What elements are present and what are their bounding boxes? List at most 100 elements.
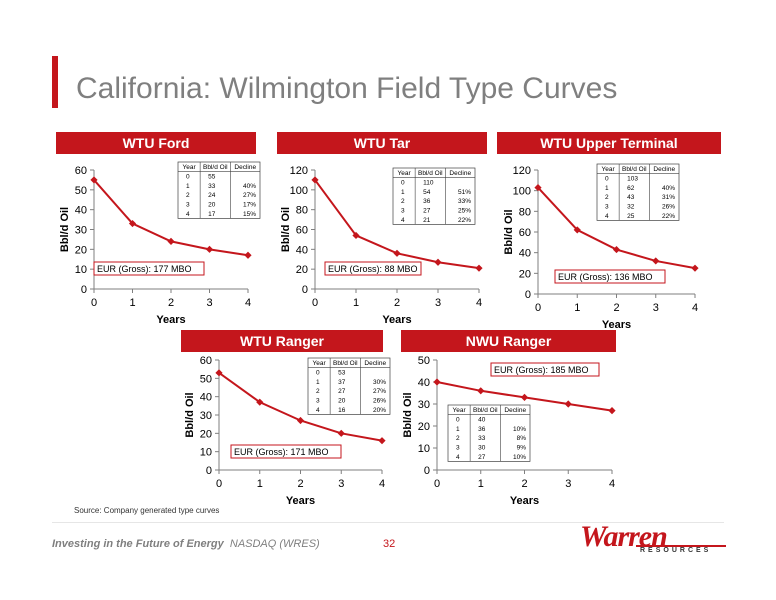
data-table-cell: 2 (605, 194, 609, 201)
y-tick-label: 20 (519, 268, 531, 280)
data-point-marker (475, 264, 483, 272)
data-table-cell: 0 (605, 175, 609, 182)
logo-subtext: RESOURCES (640, 547, 712, 554)
x-tick-label: 0 (535, 302, 541, 314)
data-table-cell: 3 (605, 204, 609, 211)
y-tick-label: 120 (290, 165, 308, 177)
x-axis-title: Years (602, 319, 631, 331)
y-tick-label: 100 (513, 186, 531, 198)
data-table-cell: 27% (243, 192, 256, 199)
data-table-cell: 32 (627, 204, 635, 211)
data-point-marker (608, 407, 616, 415)
chart-title-wtu-ranger: WTU Ranger (181, 330, 383, 352)
data-table-header-cell: Bbl/d Oil (203, 164, 228, 171)
x-tick-label: 1 (257, 478, 263, 490)
data-table-cell: 20% (373, 407, 386, 414)
eur-callout-box (324, 261, 422, 276)
data-point-marker (296, 416, 305, 425)
x-tick-label: 1 (353, 297, 359, 309)
x-tick-label: 4 (609, 478, 615, 490)
data-table-cell: 26% (662, 204, 675, 211)
page-number: 32 (383, 538, 396, 550)
data-table-cell: 62 (627, 185, 635, 192)
data-table-cell: 36 (423, 198, 431, 205)
data-table-cell: 31% (662, 194, 675, 201)
data-table-cell: 43 (627, 194, 635, 201)
data-table-cell: 22% (458, 217, 471, 224)
y-tick-label: 0 (81, 284, 87, 296)
y-tick-label: 60 (296, 225, 308, 237)
data-table-header-cell: Bbl/d Oil (473, 407, 498, 414)
data-table-header-cell: Decline (364, 360, 386, 367)
data-table-header-cell: Year (397, 170, 411, 177)
data-table-cell: 53 (338, 369, 346, 376)
y-tick-label: 40 (418, 377, 430, 389)
data-table-cell: 25% (458, 208, 471, 215)
x-tick-label: 2 (168, 297, 174, 309)
y-axis-title: Bbl/d Oil (59, 207, 71, 252)
data-point-marker (90, 176, 98, 184)
data-table-cell: 51% (458, 189, 471, 196)
x-axis-title: Years (286, 495, 315, 507)
y-tick-label: 20 (296, 264, 308, 276)
data-table-cell: 16 (338, 407, 346, 414)
data-table-cell: 15% (243, 211, 256, 218)
data-table-cell: 40 (478, 416, 486, 423)
data-table-cell: 4 (186, 211, 190, 218)
data-table-cell: 1 (186, 183, 190, 190)
data-table-header-cell: Year (312, 360, 326, 367)
data-point-marker (534, 183, 542, 192)
data-table-cell: 103 (627, 175, 638, 182)
data-point-marker (244, 251, 252, 259)
x-tick-label: 3 (206, 297, 212, 309)
footer-tagline-bold: Investing in the Future of Energy (52, 538, 224, 550)
x-tick-label: 4 (379, 478, 385, 490)
x-tick-label: 0 (434, 478, 440, 490)
data-table-header-cell: Bbl/d Oil (622, 166, 647, 173)
data-table-cell: 30% (373, 379, 386, 386)
data-table-cell: 110 (423, 179, 434, 186)
x-tick-label: 3 (435, 297, 441, 309)
data-table-header-cell: Year (601, 166, 615, 173)
data-table-header-cell: Year (182, 164, 196, 171)
y-tick-label: 0 (525, 289, 531, 301)
x-tick-label: 0 (312, 297, 318, 309)
chart-title-wtu-ford: WTU Ford (56, 132, 256, 154)
chart-title-wtu-tar: WTU Tar (277, 132, 487, 154)
data-table-cell: 2 (316, 388, 320, 395)
y-tick-label: 50 (75, 185, 87, 197)
data-table-cell: 33 (208, 183, 216, 190)
y-tick-label: 10 (75, 264, 87, 276)
y-tick-label: 0 (206, 465, 212, 477)
x-tick-label: 4 (245, 297, 251, 309)
data-table-cell: 55 (208, 173, 216, 180)
x-axis-title: Years (510, 495, 539, 507)
source-note: Source: Company generated type curves (74, 506, 220, 515)
eur-callout-label: EUR (Gross): 88 MBO (328, 264, 418, 274)
data-table-cell: 33 (478, 435, 486, 442)
y-axis-title: Bbl/d Oil (184, 392, 196, 437)
data-table-cell: 27 (478, 454, 486, 461)
data-point-marker (205, 245, 214, 253)
x-tick-label: 3 (565, 478, 571, 490)
y-tick-label: 60 (75, 165, 87, 177)
data-table-cell: 4 (401, 217, 405, 224)
data-table-cell: 27 (338, 388, 346, 395)
eur-callout-label: EUR (Gross): 177 MBO (97, 264, 192, 274)
data-table-header-cell: Bbl/d Oil (333, 360, 358, 367)
data-point-marker (337, 429, 345, 437)
y-tick-label: 0 (424, 465, 430, 477)
y-tick-label: 40 (519, 248, 531, 260)
footer-divider (52, 522, 724, 523)
data-table-cell: 17% (243, 202, 256, 209)
data-point-marker (691, 264, 699, 272)
data-table-cell: 9% (517, 445, 527, 452)
y-tick-label: 30 (418, 399, 430, 411)
x-tick-label: 2 (521, 478, 527, 490)
data-table-header-cell: Decline (234, 164, 256, 171)
title-accent-bar (52, 56, 58, 108)
data-point-marker (393, 249, 401, 257)
y-tick-label: 50 (200, 373, 212, 385)
